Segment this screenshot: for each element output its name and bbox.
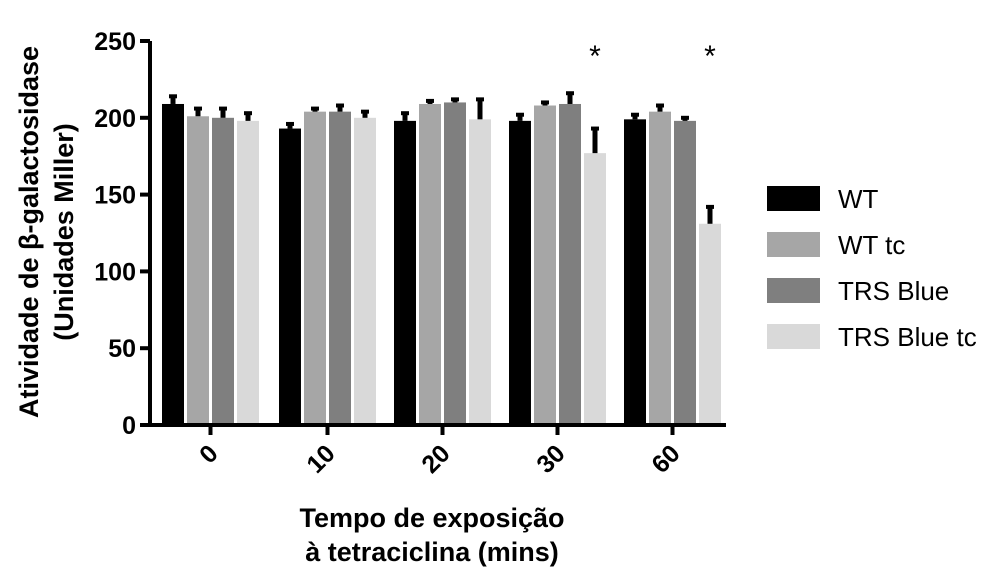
bar-wt-tc-0: [187, 116, 209, 425]
bar-wt-0: [162, 103, 184, 425]
legend-swatch-trs-blue: [767, 278, 820, 303]
y-tick-label-200: 200: [94, 105, 136, 133]
bar-trs-blue-tc-30: [584, 153, 606, 426]
legend-label-trs-blue-tc: TRS Blue tc: [838, 322, 977, 352]
x-axis-title-line2: à tetraciclina (mins): [305, 537, 559, 567]
bar-wt-tc-10: [304, 111, 326, 425]
y-tick-label-150: 150: [94, 182, 136, 210]
bar-trs-blue-tc-0: [237, 120, 259, 425]
legend-swatch-wt: [767, 186, 820, 211]
bar-trs-blue-30: [559, 103, 581, 425]
plot-area: * *: [162, 40, 721, 426]
y-axis-title-line2: (Unidades Miller): [49, 123, 79, 341]
significance-marker-60: *: [704, 40, 716, 73]
bar-trs-blue-tc-60: [699, 223, 721, 425]
bar-trs-blue-10: [329, 111, 351, 425]
y-tick-label-100: 100: [94, 258, 136, 286]
bar-trs-blue-60: [674, 120, 696, 425]
bar-wt-tc-20: [419, 103, 441, 425]
x-tick-label-30: 30: [531, 439, 570, 478]
bar-trs-blue-tc-10: [354, 117, 376, 426]
bar-wt-tc-30: [534, 105, 556, 426]
bar-trs-blue-tc-20: [469, 119, 491, 425]
legend-label-trs-blue: TRS Blue: [838, 276, 949, 306]
bar-wt-20: [394, 120, 416, 425]
legend-label-wt-tc: WT tc: [838, 230, 905, 260]
x-tick-label-10: 10: [301, 439, 340, 478]
legend: WT WT tc TRS Blue TRS Blue tc: [767, 184, 977, 352]
axis-titles: Tempo de exposição à tetraciclina (mins)…: [14, 46, 565, 567]
bar-trs-blue-0: [212, 117, 234, 426]
x-axis-title-line1: Tempo de exposição: [299, 503, 564, 533]
bar-wt-10: [279, 128, 301, 425]
bar-wt-60: [624, 119, 646, 425]
legend-swatch-trs-blue-tc: [767, 324, 820, 349]
significance-marker-30: *: [589, 40, 601, 73]
x-tick-label-20: 20: [416, 439, 455, 478]
legend-swatch-wt-tc: [767, 232, 820, 257]
bar-wt-tc-60: [649, 111, 671, 425]
x-tick-label-60: 60: [646, 439, 685, 478]
bar-wt-30: [509, 120, 531, 425]
x-tick-label-0: 0: [194, 439, 224, 469]
y-axis-title-line1: Atividade de β-galactosidase: [14, 46, 44, 418]
legend-label-wt: WT: [838, 184, 879, 214]
y-tick-label-250: 250: [94, 28, 136, 56]
y-tick-label-0: 0: [122, 412, 136, 440]
y-tick-label-50: 50: [108, 335, 136, 363]
bar-trs-blue-20: [444, 102, 466, 425]
